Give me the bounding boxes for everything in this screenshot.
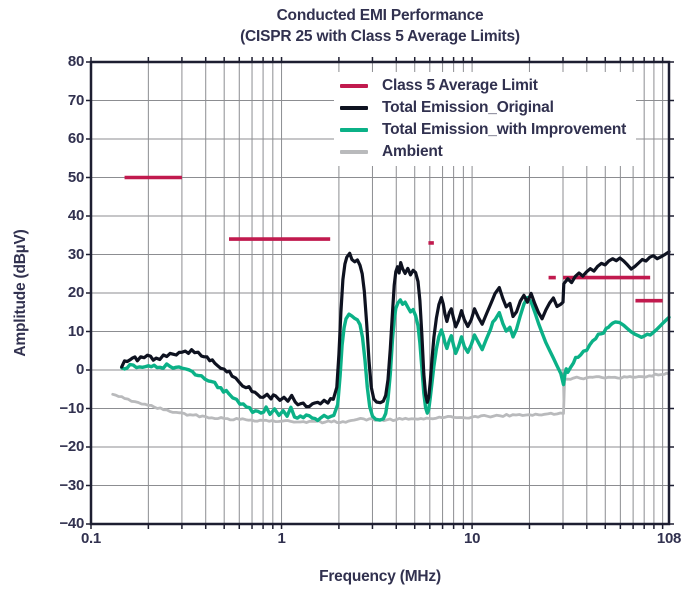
x-tick-label: 1	[277, 530, 286, 547]
legend-swatch	[340, 128, 368, 132]
y-tick-label: 70	[67, 91, 84, 109]
trace-ambient	[111, 371, 671, 425]
y-tick-label: 80	[67, 53, 84, 70]
y-tick-label: 30	[67, 245, 84, 263]
legend: Class 5 Average Limit Total Emission_Orig…	[334, 72, 637, 166]
trace-total-emission-with-improvement	[119, 295, 671, 423]
y-tick-label: 50	[67, 168, 84, 186]
legend-swatch	[340, 106, 368, 110]
legend-item-label: Ambient	[382, 143, 443, 160]
legend-item: Ambient	[340, 141, 626, 163]
y-tick-label: 40	[67, 207, 84, 224]
y-tick-label: −40	[59, 515, 84, 532]
chart-title-block: Conducted EMI Performance (CISPR 25 with…	[91, 5, 669, 47]
legend-swatch	[340, 84, 368, 88]
x-tick-label: 108	[656, 530, 682, 547]
y-tick-label: 20	[67, 284, 84, 301]
y-tick-label: −30	[59, 476, 84, 494]
legend-item: Total Emission_with Improvement	[340, 119, 626, 141]
y-tick-label: 0	[75, 361, 84, 378]
chart-subtitle: (CISPR 25 with Class 5 Average Limits)	[240, 28, 520, 45]
legend-item-label: Class 5 Average Limit	[382, 77, 538, 94]
legend-item-label: Total Emission_Original	[382, 99, 554, 116]
y-axis-label: Amplitude (dBµV)	[12, 229, 29, 357]
x-tick-label: 0.1	[81, 530, 101, 547]
y-tick-label: −20	[59, 438, 84, 455]
chart-title: Conducted EMI Performance	[276, 7, 484, 24]
legend-item-label: Total Emission_with Improvement	[382, 121, 627, 138]
x-axis-label: Frequency (MHz)	[319, 568, 441, 585]
y-tick-label: −10	[59, 399, 84, 417]
y-tick-label: 60	[67, 130, 84, 147]
legend-swatch	[340, 150, 368, 154]
y-tick-label: 10	[67, 322, 84, 340]
legend-item: Total Emission_Original	[340, 97, 626, 119]
trace-total-emission-original	[120, 250, 671, 409]
plot-frame	[89, 60, 671, 526]
legend-item: Class 5 Average Limit	[340, 75, 626, 97]
x-tick-label: 10	[464, 530, 481, 547]
